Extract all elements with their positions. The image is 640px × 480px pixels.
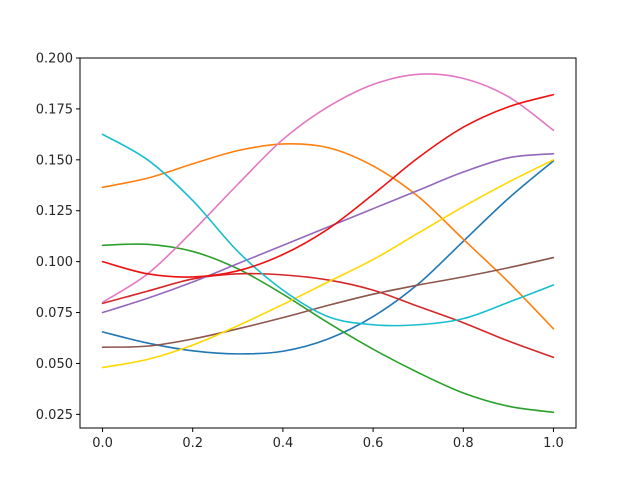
plot-area xyxy=(80,58,576,428)
x-tick-label: 0.6 xyxy=(363,436,384,451)
x-axis: 0.0 0.2 0.4 0.6 0.8 1.0 xyxy=(92,428,564,451)
series-line-2 xyxy=(101,142,555,330)
y-tick-label: 0.200 xyxy=(36,52,73,67)
series-line-4 xyxy=(101,272,555,359)
series-line-10 xyxy=(101,93,555,278)
x-tick-label: 0.2 xyxy=(182,436,203,451)
x-tick-label: 0.0 xyxy=(92,436,113,451)
y-axis: 0.025 0.050 0.075 0.100 0.125 0.150 0.175 0.200 xyxy=(36,52,80,423)
series-line-3 xyxy=(101,243,555,414)
y-tick-label: 0.025 xyxy=(36,408,73,423)
series-line-5 xyxy=(101,152,555,314)
series-layer xyxy=(101,73,555,414)
y-tick-label: 0.075 xyxy=(36,306,73,321)
x-tick-label: 0.4 xyxy=(273,436,294,451)
y-tick-label: 0.150 xyxy=(36,153,73,168)
x-tick-label: 0.8 xyxy=(453,436,474,451)
plot-frame xyxy=(79,57,577,429)
series-line-9 xyxy=(101,133,555,327)
series-line-7 xyxy=(101,73,555,304)
x-tick-label: 1.0 xyxy=(543,436,564,451)
y-tick-label: 0.125 xyxy=(36,204,73,219)
series-line-6 xyxy=(101,256,555,348)
y-tick-label: 0.050 xyxy=(36,357,73,372)
y-tick-label: 0.100 xyxy=(36,255,73,270)
series-line-8 xyxy=(101,159,555,369)
y-tick-label: 0.175 xyxy=(36,102,73,117)
